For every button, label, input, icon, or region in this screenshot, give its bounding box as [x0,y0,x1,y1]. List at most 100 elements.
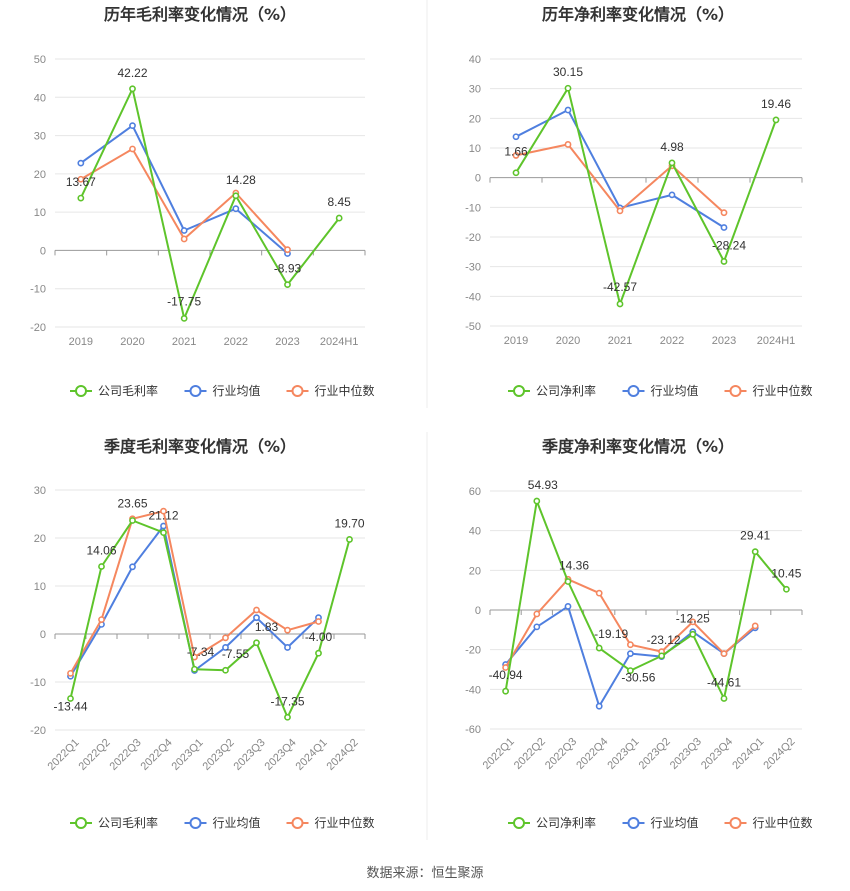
legend-item-median: 行业中位数 [286,383,375,398]
data-point-avg [512,133,520,141]
data-point-median [512,152,520,159]
x-tick-label: 2022 [224,336,248,348]
legend-item-company: 公司毛利率 [70,383,158,398]
y-tick-label: 20 [469,565,481,577]
data-label: 8.45 [327,195,351,209]
legend-swatch-marker [291,817,304,829]
x-tick-label: 2023Q2 [637,736,673,772]
data-point-company [284,281,291,289]
x-tick-label: 2022Q3 [543,736,579,772]
legend-label: 行业均值 [651,383,699,398]
legend-label: 行业中位数 [753,383,813,398]
data-label: 29.41 [740,529,770,543]
y-tick-label: -10 [30,284,46,296]
data-point-company [595,644,603,652]
legend-item-avg: 行业均值 [184,815,261,830]
data-point-avg [533,623,541,631]
y-tick-label: 30 [34,131,46,143]
data-point-company [98,563,105,570]
data-point-avg [180,227,188,234]
data-label: 19.70 [334,516,364,530]
chart-panel-1: 历年毛利率变化情况（%） 50 40 30 20 10 0 -10 -20 2019 2020 202… [30,5,374,398]
legend-swatch-marker [75,385,87,397]
legend-label: 公司净利率 [536,383,596,398]
series-line-median [80,148,289,251]
data-label: -4.00 [305,630,333,644]
data-point-median [180,235,188,243]
data-label: 14.06 [86,544,116,558]
data-point-avg [222,644,229,651]
x-tick-label: 2020 [556,335,580,347]
data-point-median [627,641,634,649]
x-tick-label: 2023Q1 [605,736,641,772]
legend-label: 行业均值 [213,383,261,398]
x-tick-label: 2023Q2 [201,737,237,773]
data-point-avg [77,159,85,167]
y-tick-label: 10 [34,581,46,593]
y-tick-label: 30 [34,485,46,497]
data-point-median [751,622,759,630]
legend-swatch-marker [513,817,525,829]
series-line-company [79,87,340,320]
legend-swatch-marker [627,817,640,829]
legend-label: 公司毛利率 [98,815,158,830]
y-tick-label: 40 [469,526,481,538]
legend-swatch-marker [75,817,87,829]
y-tick-label: 20 [34,533,46,545]
data-point-median [533,610,541,618]
data-point-median [616,207,624,215]
y-tick-label: 20 [469,113,481,125]
x-tick-label: 2024Q2 [325,737,361,773]
y-tick-label: 30 [469,84,481,96]
y-tick-label: 0 [40,629,46,641]
y-tick-label: 20 [34,169,46,181]
data-point-median [160,507,167,515]
x-tick-label: 2024H1 [320,336,359,348]
y-tick-label: 10 [469,143,481,155]
data-label: -42.57 [603,280,637,294]
data-label: 13.67 [66,175,96,189]
data-label: 54.93 [528,478,558,492]
legend-swatch-marker [291,385,304,397]
data-point-company [129,517,136,524]
data-point-company [222,666,229,674]
series-line-avg [80,124,289,255]
data-label: 21.12 [148,509,178,523]
data-label: 42.22 [117,66,147,80]
data-point-company [160,529,167,537]
data-point-avg [564,603,572,610]
legend-label: 行业中位数 [753,815,813,830]
x-tick-label: 2022Q4 [139,737,175,773]
chart-title: 季度毛利率变化情况（%） [103,437,296,456]
data-label: -17.35 [270,694,304,708]
x-tick-label: 2024Q1 [294,737,330,773]
data-label: -8.93 [274,262,302,276]
data-point-median [98,616,105,623]
data-point-company [658,652,665,660]
data-point-company [772,116,780,124]
data-point-company [77,194,85,202]
x-tick-label: 2022Q4 [574,736,610,772]
data-label: 1.66 [504,145,528,159]
legend-swatch-marker [627,385,640,397]
x-tick-label: 2022Q2 [512,736,548,772]
legend-label: 公司毛利率 [98,383,158,398]
data-label: 19.46 [761,97,791,111]
data-point-median [253,606,260,614]
legend-item-avg: 行业均值 [184,383,261,398]
chart-panel-4: 季度净利率变化情况（%） 60 40 20 0 -20 -40 -602022Q12022Q2… [465,437,812,830]
series-line-company [515,87,777,305]
data-point-avg [253,614,260,622]
data-point-median [564,141,572,148]
y-tick-label: -20 [30,725,46,737]
data-point-company [253,639,260,647]
y-tick-label: -20 [465,645,481,657]
legend-swatch-marker [189,817,202,829]
legend-item-median: 行业中位数 [724,383,813,398]
data-point-company [564,578,572,585]
data-label: 10.45 [771,566,801,580]
data-point-company [67,695,74,702]
y-tick-label: 40 [469,54,481,66]
data-point-avg [129,563,136,571]
